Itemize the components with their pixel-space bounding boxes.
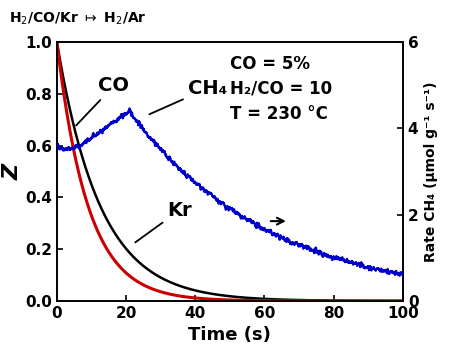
Y-axis label: Z: Z (2, 163, 22, 180)
Y-axis label: Rate CH₄ (μmol g⁻¹ s⁻¹): Rate CH₄ (μmol g⁻¹ s⁻¹) (424, 81, 438, 262)
Text: H$_2$/CO/Kr $\mapsto$ H$_2$/Ar: H$_2$/CO/Kr $\mapsto$ H$_2$/Ar (9, 10, 147, 27)
Text: CO: CO (76, 76, 129, 125)
X-axis label: Time (s): Time (s) (189, 327, 271, 344)
Text: CO = 5%
H₂/CO = 10
T = 230 °C: CO = 5% H₂/CO = 10 T = 230 °C (230, 55, 332, 123)
Text: Kr: Kr (135, 201, 192, 243)
Text: CH₄: CH₄ (149, 79, 228, 114)
